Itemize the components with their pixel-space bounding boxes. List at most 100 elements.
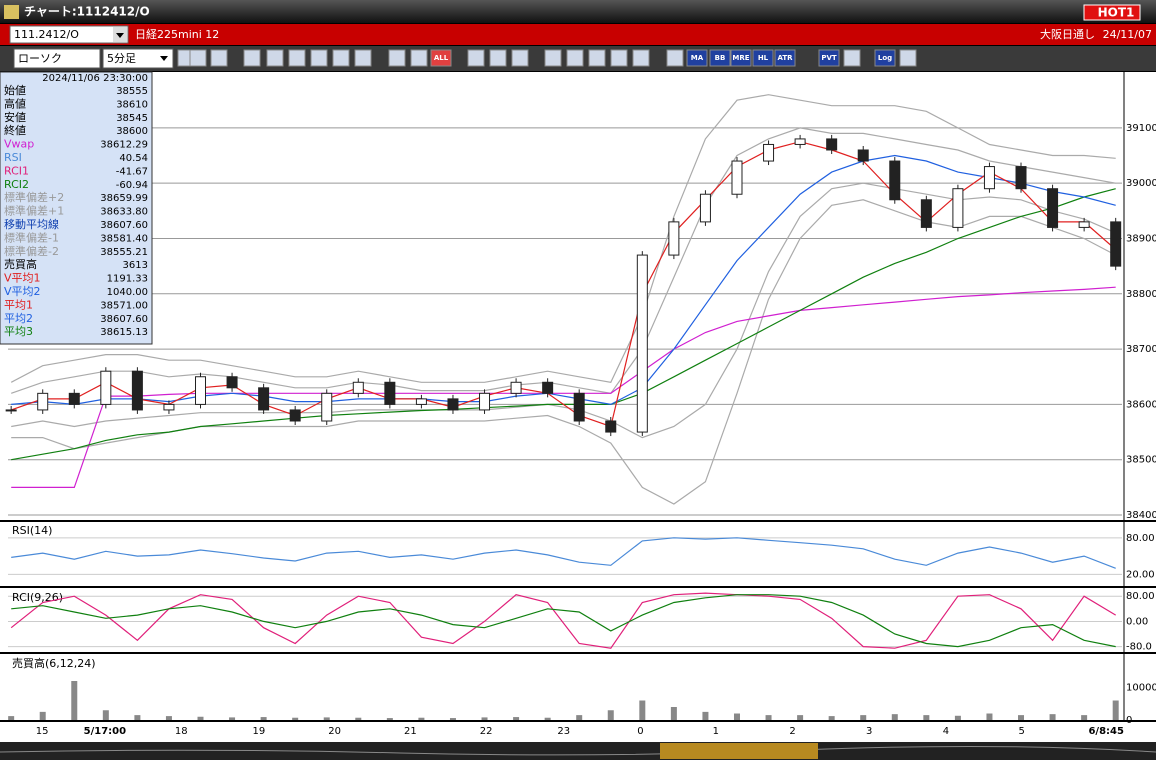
candle [479,392,491,411]
x-tick-label: 4 [943,726,949,737]
volume-bar [229,717,236,720]
toolbar-button[interactable] [566,49,584,67]
candle [1047,188,1059,228]
volume-bar [828,716,835,720]
toolbar-button[interactable] [588,49,606,67]
volume-bar [449,718,456,720]
toolbar-button[interactable] [388,49,406,67]
y-tick-label: 20.00 [1126,569,1155,580]
toolbar-button[interactable] [899,49,917,67]
plot: 38400 38500 38600 38700 38800 38900 39000 39100… [0,72,1156,737]
info-label: RCI1 [4,164,29,177]
toolbar-button[interactable] [730,49,752,67]
candle [952,188,964,228]
volume-bar [481,717,488,720]
volume-bar [39,711,46,720]
toolbar-button[interactable] [410,49,428,67]
volume-bar [576,715,583,720]
indicator-line [11,537,1116,569]
info-value: 38607.60 [100,314,148,325]
candle [731,160,743,195]
toolbar-button[interactable] [288,49,306,67]
x-tick-label: 5/17:00 [84,726,126,737]
scrollbar [0,742,1156,760]
info-value: 3613 [123,260,148,271]
info-value: 38615.13 [100,327,148,338]
symbol-input[interactable] [9,25,129,44]
toolbar-button[interactable] [666,49,684,67]
toolbar-button-label: BB [715,54,726,62]
toolbar-button-label: HL [758,54,769,62]
info-label: 平均1 [4,298,33,311]
info-label: 終値 [4,123,26,137]
toolbar-button[interactable] [467,49,485,67]
info-value: 38581.40 [100,233,148,244]
symbol-text: 111.2412/O [14,28,79,41]
style-select[interactable] [13,48,101,69]
y-tick-label: -80.0 [1126,642,1152,653]
candle [1015,166,1027,190]
toolbar-button[interactable] [544,49,562,67]
toolbar-button[interactable] [632,49,650,67]
hot-badge[interactable] [1083,4,1141,21]
hot-badge-text: HOT1 [1098,6,1135,20]
info-value: 38600 [116,126,148,137]
symbol-bar [0,24,1156,45]
volume-bar [954,715,961,720]
info-value: 38610 [116,99,148,110]
toolbar-button[interactable] [243,49,261,67]
x-tick-label: 5 [1018,726,1024,737]
candle [100,370,112,405]
toolbar-button[interactable] [610,49,628,67]
info-value: 40.54 [119,153,148,164]
toolbar-button[interactable] [709,49,731,67]
toolbar-button[interactable] [332,49,350,67]
candle [68,392,80,405]
toolbar-button[interactable] [511,49,529,67]
toolbar-button[interactable] [266,49,284,67]
info-value: 38555.21 [100,247,148,258]
info-value: 38607.60 [100,220,148,231]
toolbar-button-label: ALL [434,54,449,62]
info-panel: 2024/11/06 23:30:00 始値 38555 高値 38610 安値 38545… [0,71,153,345]
candle [794,138,806,145]
toolbar-button[interactable] [843,49,861,67]
toolbar-button[interactable] [686,49,708,67]
toolbar-button[interactable] [489,49,507,67]
toolbar-button[interactable] [210,49,228,67]
info-label: 標準偏差-2 [4,244,59,258]
candle [384,381,396,405]
info-value: -41.67 [116,166,148,177]
toolbar-button[interactable] [818,49,840,67]
toolbar-button[interactable] [354,49,372,67]
info-label: V平均1 [4,272,41,285]
info-value: 1191.33 [107,274,148,285]
x-tick-label: 20 [328,726,341,737]
candle [131,370,143,411]
info-label: 安値 [4,110,26,124]
info-label: Vwap [4,138,34,151]
volume-bar [607,710,614,720]
info-label: 標準偏差-1 [4,230,59,244]
toolbar-button[interactable] [430,49,452,67]
info-value: -60.94 [116,180,148,191]
indicator-line [11,127,1116,394]
y-tick-label: 39000 [1126,178,1156,189]
volume-bar [670,707,677,720]
indicator-line [11,182,1116,439]
toolbar-button[interactable] [189,49,207,67]
y-tick-label: 0 [1126,715,1132,726]
candle [1078,221,1090,228]
toolbar-button[interactable] [774,49,796,67]
interval-select[interactable] [102,48,174,69]
volume-bar [923,715,930,720]
toolbar-button[interactable] [752,49,774,67]
toolbar-button[interactable] [310,49,328,67]
volume-bar [733,713,740,720]
scroll-thumb[interactable] [660,743,818,759]
toolbar-button[interactable] [874,49,896,67]
x-tick-label: 6/8:45 [1088,726,1124,737]
volume-bar [1049,714,1056,720]
toolbar-icons: ALL MA BB MRE HL ATR PVT Log [177,49,917,67]
